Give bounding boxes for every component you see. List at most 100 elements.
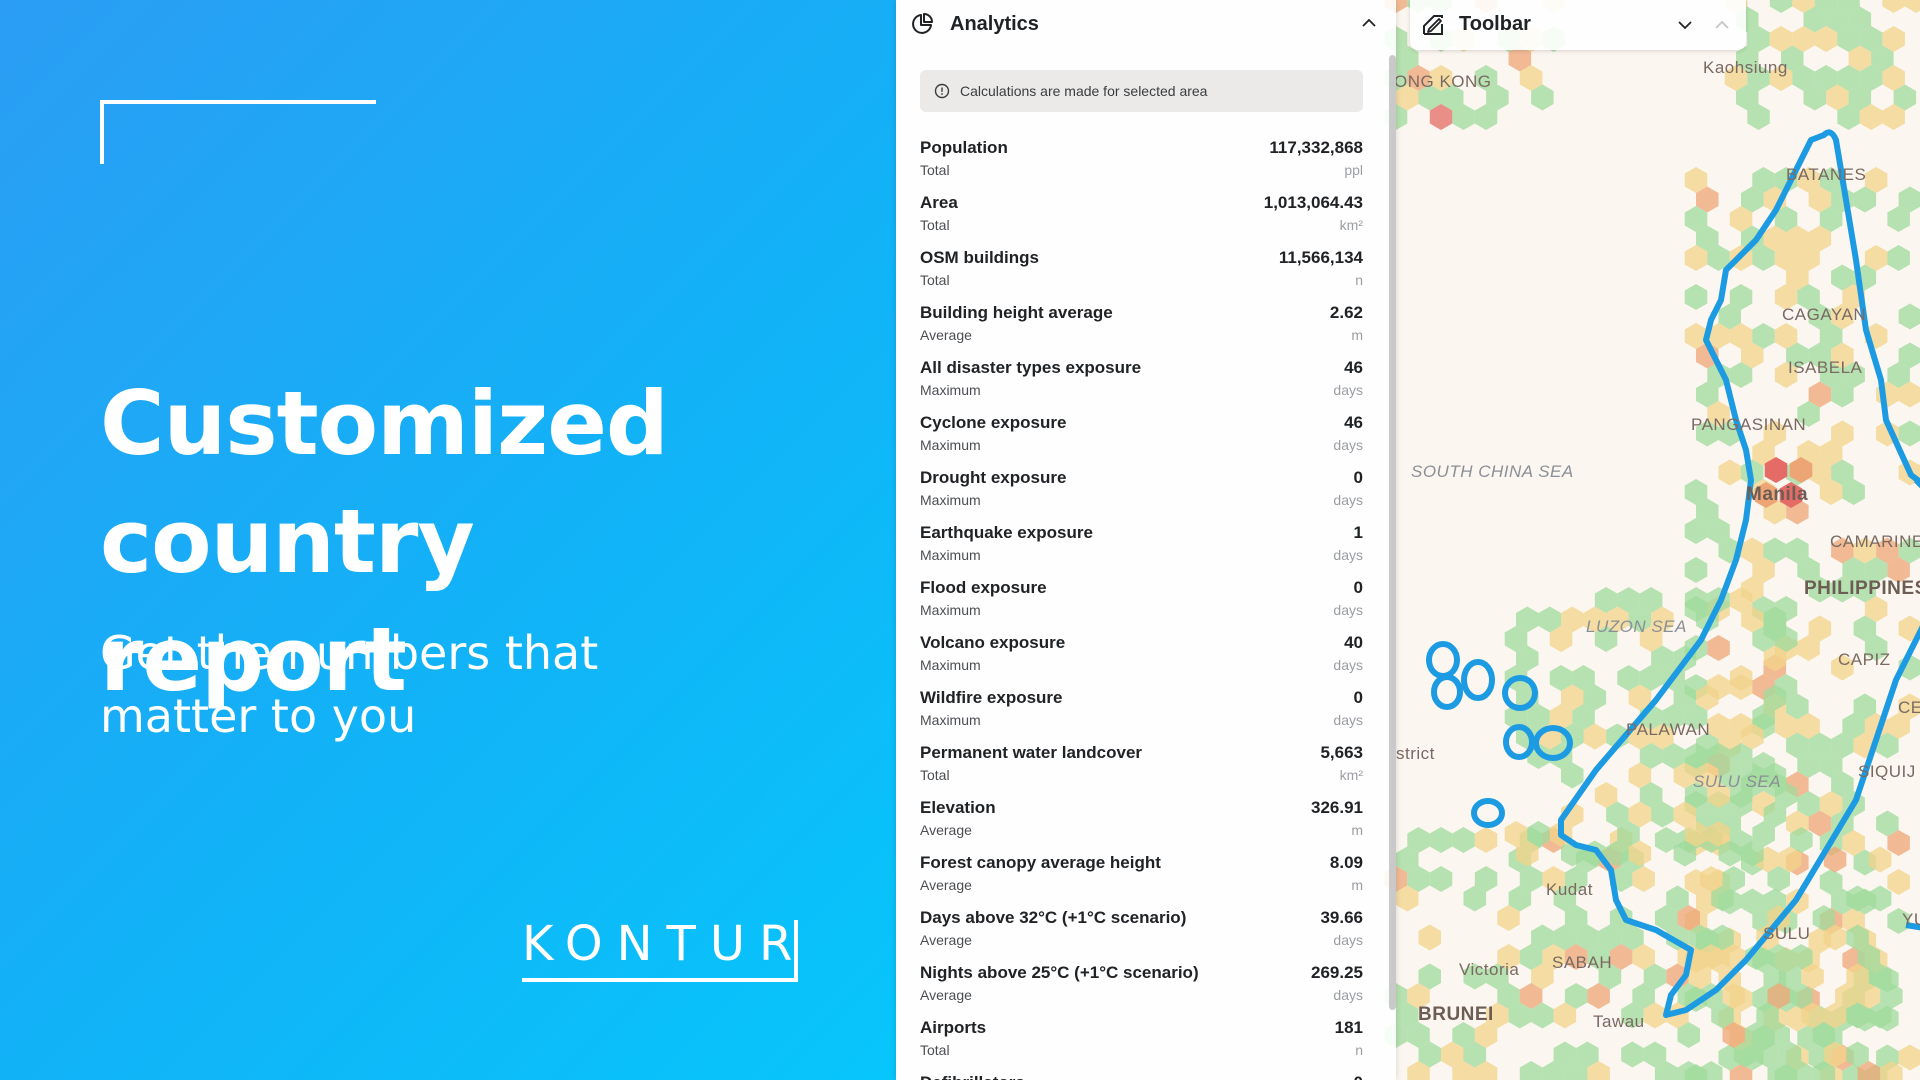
map-hexagon [1407,1022,1430,1048]
map-label-ce: CE [1898,698,1920,717]
metric-unit: n [1355,1042,1363,1058]
map-hexagon [1684,518,1708,544]
map-hexagon [1846,1041,1869,1068]
map-hexagon [1606,801,1629,828]
map-hexagon [1752,704,1775,730]
map-hexagon [1632,944,1655,970]
chevron-up-icon[interactable] [1713,16,1731,34]
chevron-up-icon[interactable] [1360,14,1378,32]
map-hexagon [1826,84,1849,111]
map-hexagon [1564,905,1588,931]
map-hexagon [1792,65,1815,91]
map-hexagon [1741,888,1764,915]
map-hexagon [1864,596,1888,622]
metric-value: 1,013,064.43 [1263,193,1363,212]
logo-text: KONTUR [522,916,807,972]
map-label-south-china-sea: SOUTH CHINA SEA [1411,462,1574,481]
toolbar-panel[interactable]: Toolbar [1410,0,1746,50]
metric-value: 39.66 [1320,908,1363,927]
map-hexagon [1497,905,1520,931]
map-hexagon [1763,606,1787,633]
island-outline [1431,674,1463,710]
metric-value: 0 [1354,1073,1363,1080]
metric-aggregation: Average [920,822,972,838]
map-hexagon [1707,245,1730,271]
map-hexagon [1504,626,1528,652]
map-hexagon [1741,342,1764,369]
map-hexagon [1609,905,1633,931]
map-hexagon [1707,518,1730,544]
map-hexagon [1790,944,1813,970]
metric-value: 269.25 [1311,963,1363,982]
map-hexagon [1700,944,1723,970]
map-hexagon [1666,885,1689,912]
metric-name: Forest canopy average height [920,853,1161,872]
map-hexagon [1898,303,1920,330]
metric-name: Wildfire exposure [920,688,1063,707]
map-hexagon [1587,983,1610,1009]
map-hexagon [1684,323,1708,349]
map-hexagon [1684,821,1708,847]
metric-row: Population 117,332,868 Total ppl [920,138,1363,193]
map-hexagon [1898,537,1920,564]
map-hexagon [1797,401,1820,427]
map-hexagon [1904,0,1920,13]
map-hexagon [1564,1061,1588,1080]
map-hexagon [1407,827,1430,853]
selected-area-outline [1558,129,1920,1018]
map-hexagon [1519,983,1543,1009]
metric-aggregation: Average [920,877,972,893]
map-hexagon [1819,791,1843,817]
map-hexagon [1882,104,1905,130]
map-hexagon [1531,924,1554,951]
toolbar-title: Toolbar [1459,13,1531,35]
map-label-tawau: Tawau [1593,1012,1645,1031]
map-label-hong-kong: ONG KONG [1394,72,1492,91]
map-hexagon [1842,479,1865,505]
map-hexagon [1684,167,1708,193]
selected-area-outline-3 [1905,922,1920,931]
promo-title-line2: country report [100,490,475,711]
map-hexagon [1441,1041,1464,1068]
map-hexagon [1767,866,1790,892]
map-hexagon [1628,684,1652,711]
map-hexagon [1831,771,1854,798]
map-hexagon [1572,704,1595,730]
map-hexagon [1407,866,1430,892]
info-text: Calculations are made for selected area [960,83,1208,99]
map-hexagon [1767,1022,1790,1048]
map-hexagon [1797,752,1820,778]
map-hexagon [1756,1002,1779,1029]
metric-unit: days [1333,492,1363,508]
map-hexagon [1606,840,1629,867]
map-hexagon [1792,26,1815,52]
analytics-header[interactable]: Analytics [896,0,1396,50]
map-hexagon [1752,245,1775,271]
map-hexagon [1504,821,1528,847]
map-hexagon [1812,1061,1836,1080]
map-hexagon [1769,65,1793,91]
metric-value: 117,332,868 [1269,138,1363,157]
map-hexagon [1452,1022,1475,1048]
map-hexagon [1786,264,1809,291]
chevron-down-icon[interactable] [1676,16,1694,34]
map-hexagon [1643,963,1667,990]
map-hexagon [1429,104,1453,130]
metric-value: 181 [1334,1018,1363,1037]
metric-value: 5,663 [1320,743,1363,762]
map-hexagon [1754,482,1778,508]
map-hexagon [1864,245,1888,271]
map-hexagon [1857,983,1881,1009]
map-hexagon [1733,1041,1757,1068]
island-outline [1461,659,1495,701]
map-hexagon [1553,1041,1577,1068]
analytics-scrollbar[interactable] [1389,55,1396,1010]
metric-aggregation: Maximum [920,712,981,728]
map-hexagon [1474,104,1498,130]
map-hexagon [1707,401,1730,427]
map-hexagon [1474,1061,1498,1080]
map-hexagon [1774,626,1798,652]
metric-unit: days [1333,547,1363,563]
map-label-sulu: SULU [1763,924,1811,943]
map-hexagon [1463,1041,1487,1068]
